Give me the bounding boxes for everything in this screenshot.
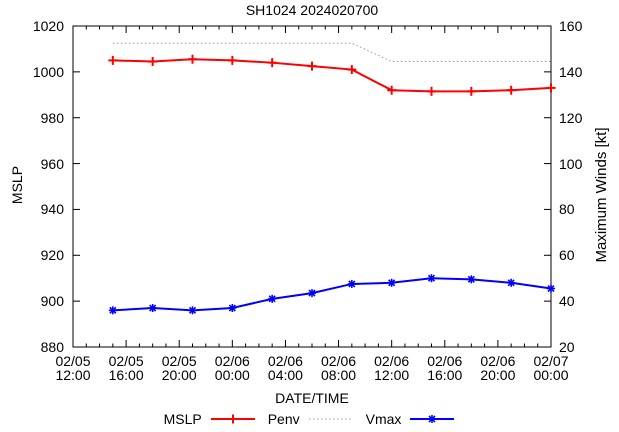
chart-title: SH1024 2024020700: [245, 2, 379, 18]
y-tick-label-right: 80: [559, 201, 575, 218]
x-tick-label: 02/05 12:00: [55, 353, 91, 383]
x-tick-label: 02/06 20:00: [480, 353, 516, 383]
legend-item-penv: Penv: [268, 411, 354, 427]
x-tick-label: 02/06 04:00: [267, 353, 303, 383]
y-tick-label-left: 880: [40, 339, 64, 355]
y-tick-label-right: 140: [559, 63, 583, 80]
y-tick-label-left: 900: [40, 293, 64, 310]
legend-item-vmax: Vmax: [366, 411, 456, 427]
x-tick-label: 02/07 00:00: [533, 353, 569, 383]
x-tick-label: 02/05 20:00: [161, 353, 197, 383]
legend-label-vmax: Vmax: [365, 411, 402, 427]
x-axis-label: DATE/TIME: [275, 390, 349, 406]
y-tick-label-right: 60: [559, 247, 575, 264]
y-tick-label-left: 1020: [32, 18, 64, 34]
y-tick-label-right: 120: [559, 109, 583, 126]
legend-label-penv: Penv: [267, 411, 300, 427]
legend-sample-penv-line-icon: [308, 418, 353, 420]
x-tick-label: 02/06 16:00: [427, 353, 463, 383]
x-tick-label: 02/06 08:00: [321, 353, 357, 383]
legend-label-mslp: MSLP: [163, 411, 202, 427]
y-tick-label-right: 160: [559, 18, 583, 34]
x-tick-label: 02/06 12:00: [374, 353, 410, 383]
y-tick-label-left: 1000: [32, 63, 64, 80]
y-tick-label-left: 960: [40, 155, 64, 172]
y-tick-label-left: 940: [40, 201, 64, 218]
chart-legend: MSLP Penv Vmax: [0, 411, 619, 427]
y-tick-label-right: 100: [559, 155, 583, 172]
legend-sample-mslp-line-icon: [210, 414, 255, 424]
y-tick-label-left: 980: [40, 109, 64, 126]
y-tick-label-left: 920: [40, 247, 64, 264]
y-tick-label-right: 40: [559, 293, 575, 310]
y-tick-label-right: 20: [559, 339, 575, 355]
legend-sample-vmax-line-icon: [410, 415, 455, 423]
x-tick-label: 02/06 00:00: [214, 353, 250, 383]
x-tick-label: 02/05 16:00: [108, 353, 144, 383]
legend-item-mslp: MSLP: [164, 411, 256, 427]
